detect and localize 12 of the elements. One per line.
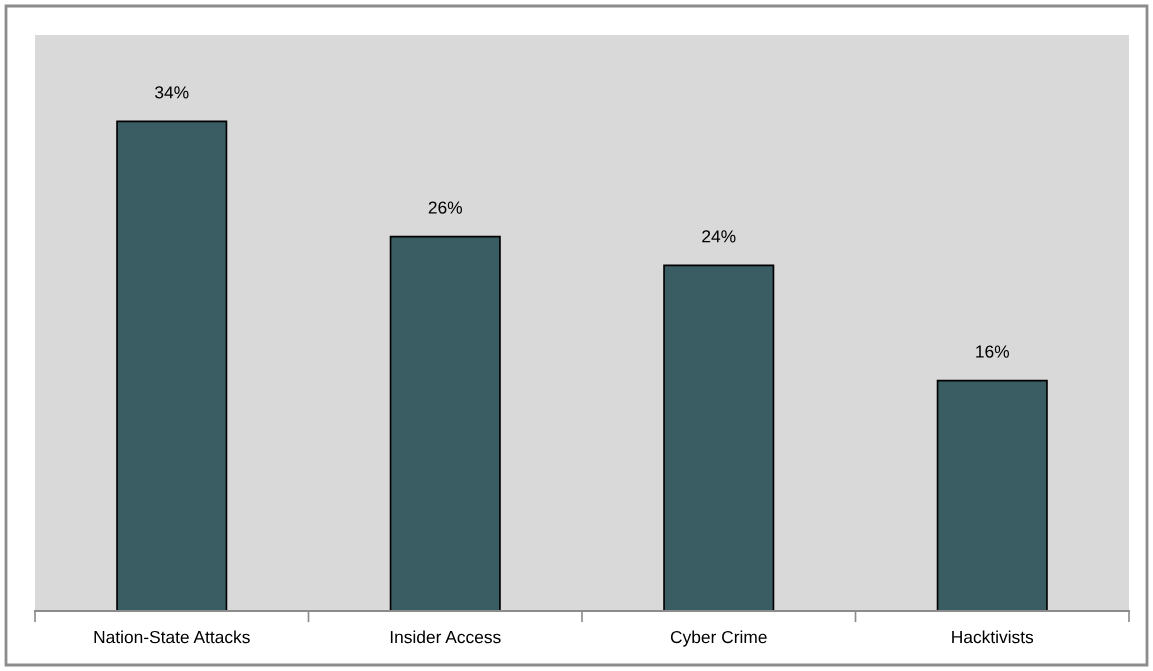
x-tick-label: Nation-State Attacks bbox=[94, 630, 250, 644]
data-label: 26% bbox=[428, 201, 463, 214]
data-label: 34% bbox=[155, 86, 189, 99]
bar bbox=[389, 235, 501, 611]
x-tick-label: Cyber Crime bbox=[670, 630, 767, 647]
x-tick-label: Hacktivists bbox=[952, 630, 1034, 644]
bar bbox=[116, 120, 228, 611]
x-tick-label: Insider Access bbox=[390, 630, 501, 644]
bar bbox=[936, 379, 1048, 611]
data-label: 16% bbox=[976, 345, 1010, 358]
bar bbox=[663, 264, 775, 611]
data-label: 24% bbox=[702, 230, 736, 243]
